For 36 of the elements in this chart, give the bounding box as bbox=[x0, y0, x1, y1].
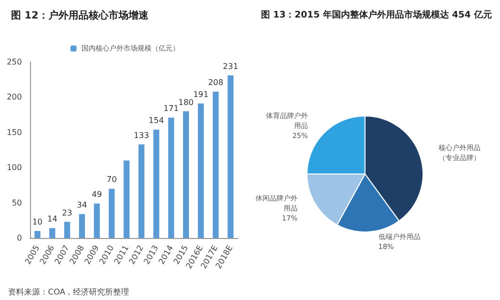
data-label: 70 bbox=[106, 175, 117, 184]
chart-title: 图 13：2015 年国内整体户外用品市场规模达 454 亿元 bbox=[261, 10, 492, 20]
y-tick-label: 250 bbox=[6, 58, 22, 66]
bar bbox=[64, 222, 70, 238]
data-label: 231 bbox=[222, 62, 238, 71]
data-label: 191 bbox=[193, 90, 208, 100]
data-label: 34 bbox=[76, 200, 88, 210]
bar bbox=[168, 118, 174, 238]
data-label: 10 bbox=[32, 217, 43, 226]
bar bbox=[124, 160, 130, 238]
data-label: 14 bbox=[47, 214, 58, 224]
data-label: 23 bbox=[62, 208, 72, 218]
data-label: 133 bbox=[134, 130, 150, 140]
y-tick-label: 100 bbox=[6, 163, 22, 172]
data-label: 208 bbox=[208, 78, 224, 88]
text: 资料来源：COA，经济研究所整理 bbox=[8, 288, 130, 296]
data-label: 49 bbox=[92, 190, 102, 200]
bar bbox=[108, 188, 115, 238]
bar bbox=[153, 130, 160, 238]
bar bbox=[183, 111, 189, 238]
y-tick-label: 200 bbox=[6, 92, 22, 102]
data-label: 154 bbox=[148, 116, 164, 126]
chart-title: 图 12：户外用品核心市场增速 bbox=[11, 10, 150, 22]
bar bbox=[94, 204, 100, 238]
bar bbox=[212, 92, 219, 238]
y-tick-label: 150 bbox=[6, 128, 22, 137]
bar bbox=[198, 104, 204, 238]
bar bbox=[228, 75, 234, 238]
bar bbox=[138, 144, 144, 238]
y-tick-label: 0 bbox=[16, 234, 22, 242]
bar bbox=[34, 230, 40, 238]
bar bbox=[79, 214, 85, 238]
data-label: 171 bbox=[164, 104, 179, 114]
y-tick-label: 50 bbox=[12, 198, 22, 208]
bar bbox=[49, 228, 56, 238]
data-label: 180 bbox=[178, 98, 194, 107]
